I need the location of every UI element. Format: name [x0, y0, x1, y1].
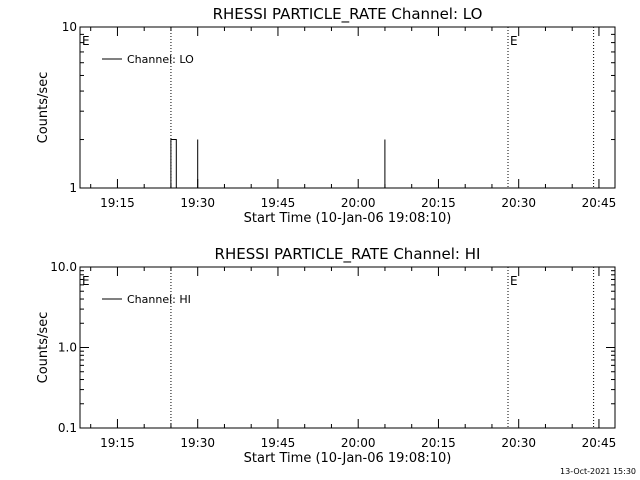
- series-line: [80, 139, 615, 189]
- x-tick-label: 20:45: [582, 436, 617, 450]
- x-tick-label: 20:15: [421, 196, 456, 210]
- x-tick-label: 19:15: [100, 196, 135, 210]
- y-tick-label: 1.0: [58, 341, 77, 355]
- x-tick-label: 20:30: [501, 436, 536, 450]
- x-tick-label: 20:45: [582, 196, 617, 210]
- chart-title: RHESSI PARTICLE_RATE Channel: LO: [213, 5, 483, 24]
- y-axis-title: Counts/sec: [36, 72, 51, 144]
- event-marker-label: E: [82, 34, 90, 48]
- panel-hi: RHESSI PARTICLE_RATE Channel: HI 19:15 19:…: [36, 245, 616, 466]
- x-tick-label: 20:15: [421, 436, 456, 450]
- y-tick-label: 0.1: [58, 421, 77, 435]
- x-tick-label: 20:30: [501, 196, 536, 210]
- x-tick-label: 19:45: [261, 436, 296, 450]
- timestamp-label: 13-Oct-2021 15:30: [560, 467, 636, 476]
- plot-frame: [79, 26, 616, 189]
- x-tick-label: 20:00: [341, 196, 376, 210]
- legend-entry: Channel: HI: [127, 293, 191, 306]
- x-tick-label: 19:30: [180, 196, 215, 210]
- x-tick-label: 20:00: [341, 436, 376, 450]
- x-axis-title: Start Time (10-Jan-06 19:08:10): [244, 211, 452, 226]
- y-axis-title: Counts/sec: [36, 312, 51, 384]
- y-tick-label: 10: [62, 20, 77, 34]
- event-marker-label: E: [510, 274, 518, 288]
- x-tick-label: 19:30: [180, 436, 215, 450]
- y-tick-label: 1: [69, 181, 77, 195]
- y-tick-label: 10.0: [50, 260, 77, 274]
- event-marker-label: E: [510, 34, 518, 48]
- plot-frame: [79, 266, 616, 429]
- x-axis-title: Start Time (10-Jan-06 19:08:10): [244, 451, 452, 466]
- x-tick-label: 19:15: [100, 436, 135, 450]
- x-tick-label: 19:45: [261, 196, 296, 210]
- event-marker-label: E: [82, 274, 90, 288]
- panel-lo: RHESSI PARTICLE_RATE Channel: LO 19:15 19:…: [36, 5, 616, 226]
- legend-entry: Channel: LO: [127, 53, 194, 66]
- chart-title: RHESSI PARTICLE_RATE Channel: HI: [215, 245, 481, 264]
